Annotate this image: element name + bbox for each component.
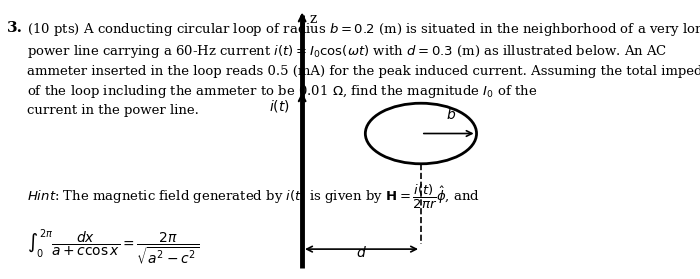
Text: $d$: $d$ bbox=[356, 245, 367, 260]
Text: $\int_0^{2\pi} \dfrac{dx}{a + c\cos x} = \dfrac{2\pi}{\sqrt{a^2 - c^2}}$: $\int_0^{2\pi} \dfrac{dx}{a + c\cos x} =… bbox=[27, 227, 199, 267]
Text: $b$: $b$ bbox=[447, 107, 456, 122]
Text: z: z bbox=[309, 12, 317, 27]
Text: 3.: 3. bbox=[6, 21, 22, 35]
Text: $i(t)$: $i(t)$ bbox=[269, 98, 290, 114]
Text: $\it{Hint}$: The magnetic field generated by $i(t)$ is given by $\mathbf{H} = \d: $\it{Hint}$: The magnetic field generate… bbox=[27, 183, 480, 211]
Text: (10 pts) A conducting circular loop of radius $b = 0.2$ (m) is situated in the n: (10 pts) A conducting circular loop of r… bbox=[27, 21, 700, 117]
